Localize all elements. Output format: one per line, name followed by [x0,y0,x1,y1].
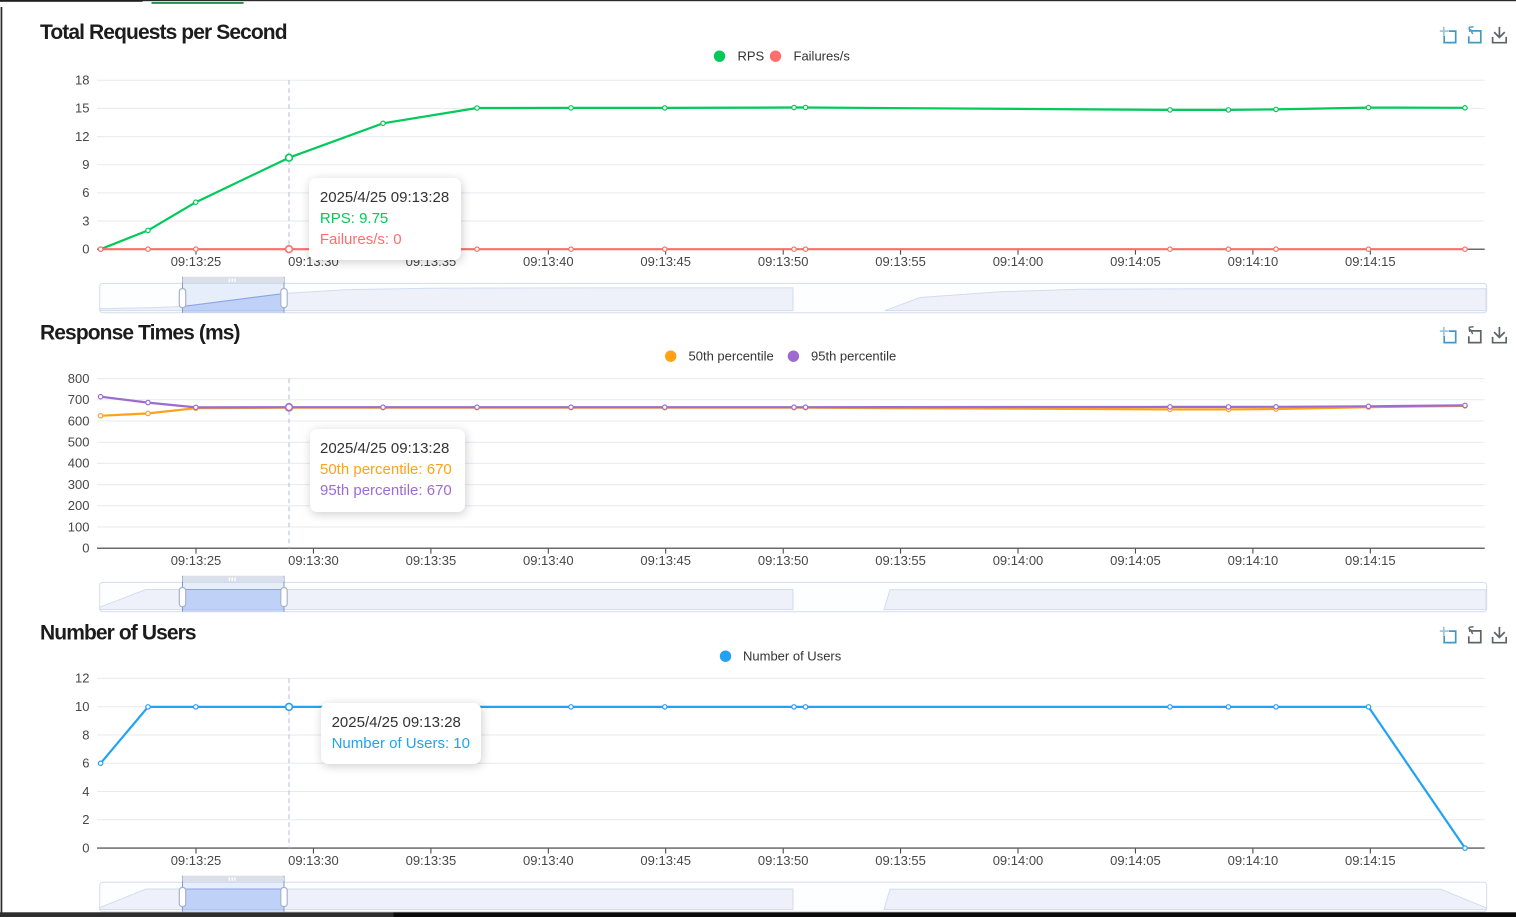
svg-text:3: 3 [82,213,89,228]
svg-text:09:13:55: 09:13:55 [875,254,926,269]
svg-text:09:13:35: 09:13:35 [406,553,457,568]
svg-text:0: 0 [82,840,89,855]
svg-text:10: 10 [75,699,89,714]
svg-text:09:13:45: 09:13:45 [640,853,691,868]
svg-text:09:13:25: 09:13:25 [171,553,222,568]
svg-text:09:14:15: 09:14:15 [1345,853,1396,868]
svg-text:200: 200 [68,498,90,513]
svg-text:9: 9 [82,157,89,172]
svg-text:600: 600 [68,413,90,428]
svg-text:09:13:55: 09:13:55 [875,853,926,868]
svg-text:Total Requests per Second: Total Requests per Second [40,21,287,44]
svg-text:09:14:05: 09:14:05 [1110,553,1161,568]
svg-text:09:14:15: 09:14:15 [1345,553,1396,568]
svg-text:09:14:10: 09:14:10 [1228,853,1279,868]
svg-text:4: 4 [82,784,89,799]
svg-text:09:13:55: 09:13:55 [875,553,926,568]
svg-text:18: 18 [75,73,89,88]
svg-text:09:13:50: 09:13:50 [758,553,809,568]
svg-text:09:14:10: 09:14:10 [1228,553,1279,568]
svg-text:0: 0 [82,541,89,556]
svg-text:09:14:00: 09:14:00 [993,254,1044,269]
svg-text:09:14:05: 09:14:05 [1110,853,1161,868]
svg-text:8: 8 [82,727,89,742]
svg-text:Number of Users: Number of Users [743,649,842,664]
svg-text:Failures/s: Failures/s [794,49,851,64]
svg-text:Number of Users: Number of Users [40,622,196,645]
svg-text:RPS: RPS [738,49,765,64]
svg-text:Response Times (ms): Response Times (ms) [40,321,240,344]
svg-text:09:13:40: 09:13:40 [523,853,574,868]
svg-text:09:13:45: 09:13:45 [640,553,691,568]
svg-text:800: 800 [68,371,90,386]
svg-text:15: 15 [75,101,89,116]
svg-text:500: 500 [68,435,90,450]
svg-text:09:14:15: 09:14:15 [1345,254,1396,269]
svg-text:09:13:50: 09:13:50 [758,853,809,868]
svg-text:09:13:25: 09:13:25 [171,254,222,269]
svg-text:300: 300 [68,477,90,492]
svg-text:100: 100 [68,519,90,534]
svg-text:6: 6 [82,185,89,200]
svg-text:09:13:30: 09:13:30 [288,853,339,868]
svg-text:09:13:35: 09:13:35 [406,853,457,868]
svg-text:09:13:50: 09:13:50 [758,254,809,269]
svg-text:09:13:45: 09:13:45 [640,254,691,269]
svg-text:09:13:30: 09:13:30 [288,553,339,568]
svg-text:09:13:40: 09:13:40 [523,553,574,568]
svg-text:09:14:00: 09:14:00 [993,853,1044,868]
svg-text:2: 2 [82,812,89,827]
svg-text:09:13:40: 09:13:40 [523,254,574,269]
svg-text:09:14:05: 09:14:05 [1110,254,1161,269]
svg-text:0: 0 [82,242,89,257]
svg-text:12: 12 [75,129,89,144]
svg-text:50th percentile: 50th percentile [689,349,774,364]
svg-text:12: 12 [75,671,89,686]
svg-text:6: 6 [82,756,89,771]
svg-text:09:14:10: 09:14:10 [1228,254,1279,269]
svg-text:95th percentile: 95th percentile [811,349,896,364]
svg-text:09:13:25: 09:13:25 [171,853,222,868]
svg-text:400: 400 [68,456,90,471]
svg-text:09:14:00: 09:14:00 [993,553,1044,568]
svg-text:700: 700 [68,392,90,407]
